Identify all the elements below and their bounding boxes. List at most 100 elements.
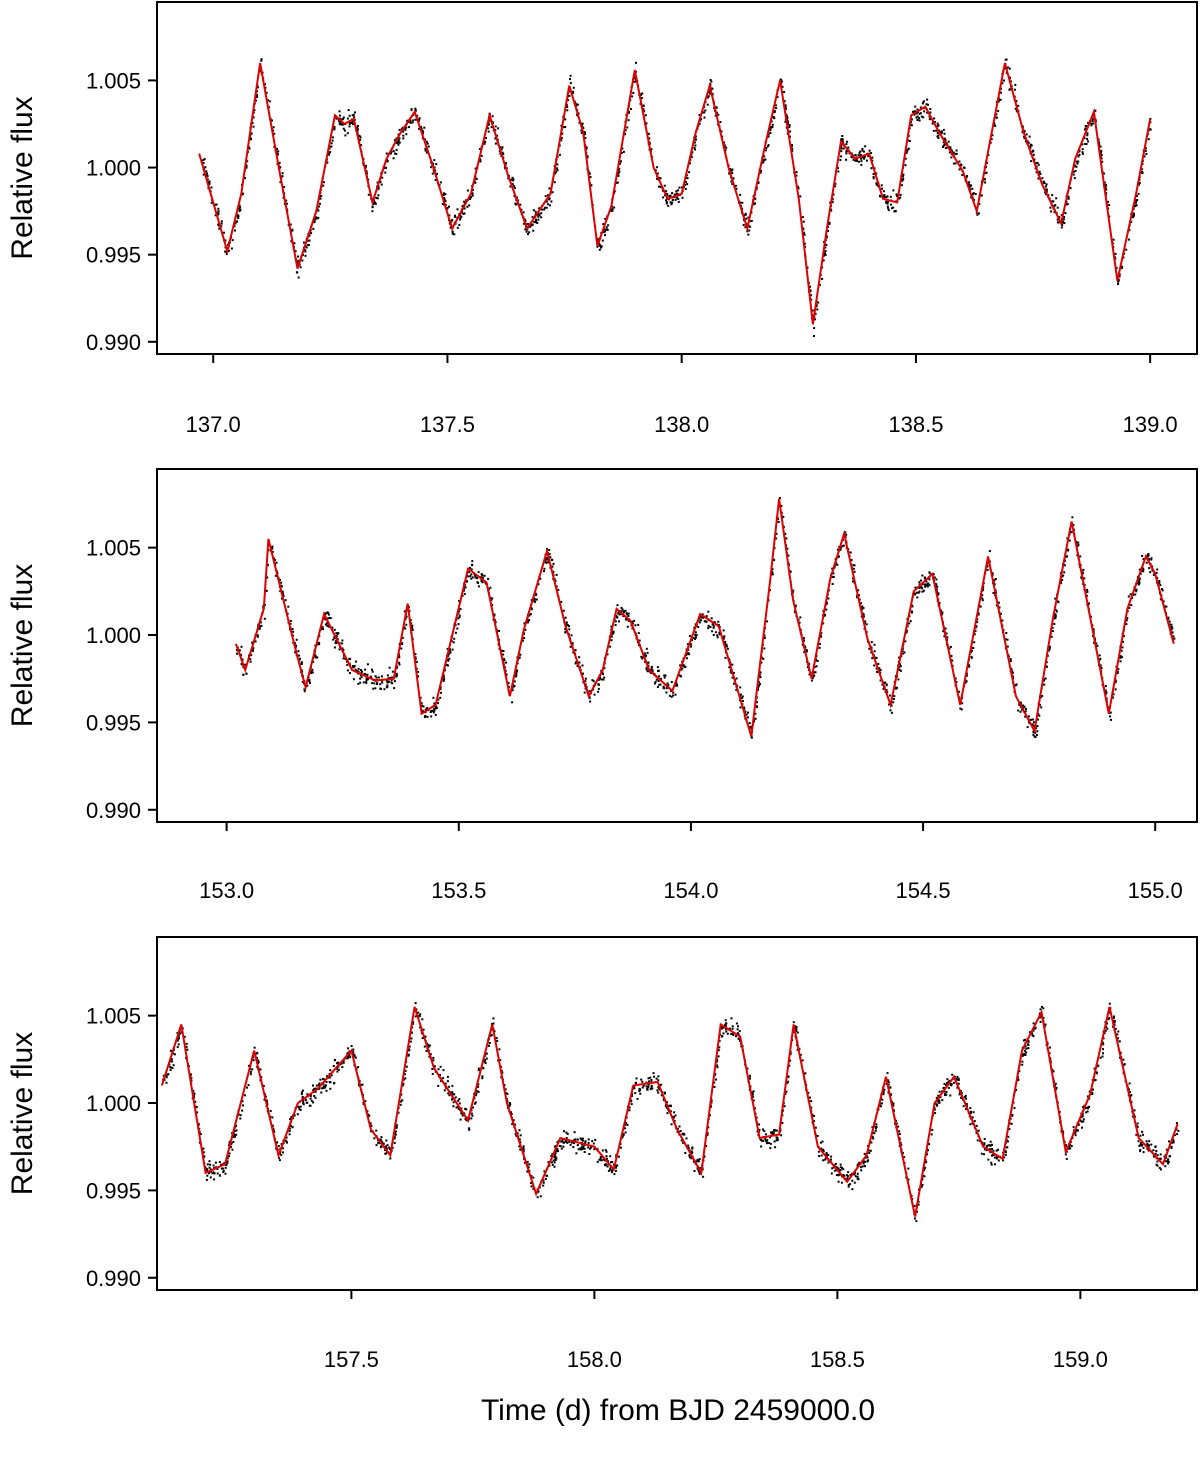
data-point <box>423 126 426 129</box>
data-point <box>645 654 648 657</box>
data-point <box>624 133 626 136</box>
data-point <box>277 150 280 153</box>
data-point <box>474 167 477 170</box>
data-point <box>588 172 591 175</box>
data-point <box>695 1160 698 1163</box>
data-point <box>346 663 349 666</box>
data-point <box>845 158 848 161</box>
data-point <box>771 126 774 129</box>
data-point <box>220 220 223 223</box>
data-point <box>1090 124 1093 127</box>
data-point <box>638 1090 641 1093</box>
data-point <box>736 1028 739 1031</box>
data-point <box>669 194 672 197</box>
data-point <box>237 215 240 218</box>
data-point <box>220 1167 223 1170</box>
data-point <box>707 624 710 627</box>
data-point <box>1053 211 1056 214</box>
data-point <box>337 632 340 635</box>
data-point <box>469 575 472 578</box>
data-point <box>1054 597 1057 600</box>
data-point <box>337 1068 340 1071</box>
data-point <box>618 620 620 623</box>
data-point <box>436 172 438 175</box>
data-point <box>1092 628 1095 631</box>
data-point <box>189 1074 192 1077</box>
data-point <box>875 182 878 185</box>
data-point <box>633 1087 636 1090</box>
data-point <box>574 102 577 105</box>
data-point <box>388 680 391 683</box>
data-point <box>319 202 321 205</box>
data-point <box>414 1015 417 1018</box>
data-point <box>665 687 668 690</box>
data-point <box>626 1123 629 1126</box>
data-point <box>978 212 980 215</box>
data-point <box>717 1055 720 1058</box>
data-point <box>424 147 427 150</box>
data-point <box>1032 721 1035 724</box>
data-point <box>1149 571 1152 574</box>
data-point <box>568 1140 571 1143</box>
data-point <box>1034 731 1037 734</box>
data-point <box>179 1032 182 1035</box>
data-point <box>251 641 254 644</box>
data-point <box>330 142 333 145</box>
data-point <box>466 580 468 583</box>
data-point <box>807 1091 810 1094</box>
data-point <box>626 625 629 628</box>
data-point <box>375 1144 378 1147</box>
data-point <box>712 634 715 636</box>
data-point <box>383 688 386 691</box>
data-point <box>817 301 820 304</box>
data-point <box>335 642 338 645</box>
data-point <box>999 612 1002 615</box>
data-point <box>1135 195 1138 197</box>
data-point <box>209 1163 212 1166</box>
data-point <box>622 610 625 613</box>
data-point <box>936 132 939 134</box>
data-point <box>408 1045 411 1048</box>
data-point <box>410 625 413 628</box>
data-point <box>637 632 640 635</box>
data-point <box>346 117 349 120</box>
data-point <box>862 150 865 153</box>
data-point <box>207 1172 210 1175</box>
data-point <box>419 1013 422 1016</box>
data-point <box>846 140 849 143</box>
data-point <box>204 166 207 169</box>
data-point <box>431 1068 434 1070</box>
data-point <box>895 687 898 690</box>
data-point <box>468 1128 471 1131</box>
data-point <box>1036 161 1039 164</box>
data-point <box>575 1152 578 1155</box>
y-tick-label: 0.995 <box>86 710 141 735</box>
data-point <box>170 1060 173 1063</box>
data-point <box>752 1099 755 1102</box>
data-point <box>329 1069 332 1072</box>
data-point <box>716 1064 719 1067</box>
data-point <box>652 1072 655 1075</box>
data-point <box>556 163 559 166</box>
data-point <box>243 1094 246 1097</box>
data-point <box>513 185 516 188</box>
data-point <box>918 119 921 122</box>
data-point <box>299 1105 302 1108</box>
data-point <box>588 696 591 699</box>
data-point <box>913 113 916 116</box>
data-point <box>591 1140 594 1143</box>
data-point <box>822 1148 825 1151</box>
data-point <box>397 1111 400 1114</box>
data-point <box>395 675 398 678</box>
data-point <box>487 127 490 130</box>
data-point <box>501 1071 504 1074</box>
data-point <box>822 622 825 625</box>
data-point <box>949 645 952 648</box>
data-point <box>1138 581 1141 584</box>
data-point <box>519 1134 522 1137</box>
data-point <box>1128 606 1131 609</box>
data-point <box>555 1150 557 1153</box>
data-point <box>257 1062 260 1064</box>
data-point <box>724 1019 727 1022</box>
data-point <box>432 1056 435 1059</box>
